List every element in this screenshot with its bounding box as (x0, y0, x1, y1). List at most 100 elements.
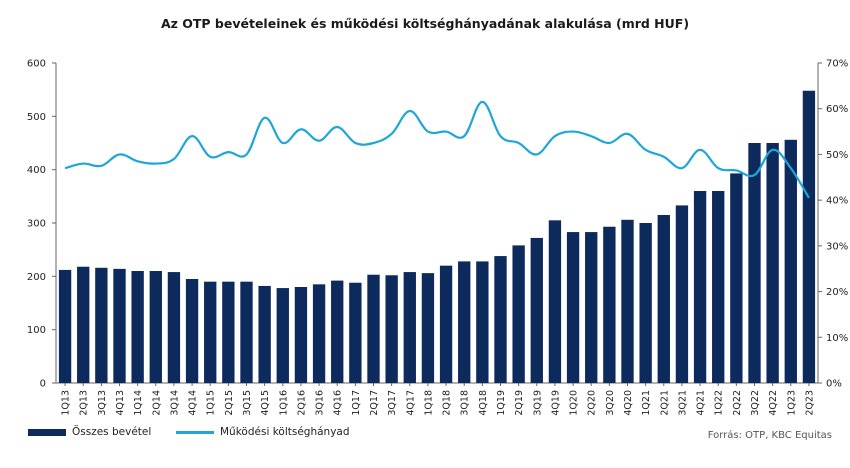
bar-3Q18 (458, 261, 471, 383)
x-tick-label-3Q13: 3Q13 (97, 390, 108, 416)
x-tick-label-2Q15: 2Q15 (224, 390, 235, 416)
x-tick-label-2Q20: 2Q20 (587, 390, 598, 416)
bar-3Q13 (95, 267, 108, 383)
x-tick-label-3Q17: 3Q17 (387, 390, 398, 416)
bar-2Q14 (149, 271, 162, 383)
y-tick-label-left: 500 (27, 112, 46, 123)
bar-1Q13 (58, 269, 72, 383)
y-tick-label-right: 40% (826, 196, 848, 207)
bar-2Q13 (77, 266, 90, 383)
bar-3Q14 (167, 272, 181, 383)
x-tick-label-4Q21: 4Q21 (696, 390, 707, 416)
x-tick-label-1Q18: 1Q18 (423, 390, 434, 416)
bar-2Q17 (367, 274, 380, 383)
x-tick-label-3Q20: 3Q20 (605, 390, 616, 416)
legend-label-line: Működési költséghányad (220, 426, 350, 438)
x-tick-label-1Q20: 1Q20 (569, 390, 580, 416)
y-tick-label-left: 600 (27, 59, 46, 70)
bar-1Q21 (639, 223, 652, 383)
x-tick-label-2Q14: 2Q14 (151, 390, 162, 416)
bar-3Q20 (603, 226, 616, 383)
x-tick-label-3Q22: 3Q22 (750, 390, 761, 416)
x-tick-label-1Q23: 1Q23 (786, 390, 797, 416)
bar-2Q22 (730, 173, 743, 383)
x-tick-label-4Q16: 4Q16 (333, 390, 344, 416)
bar-1Q14 (131, 271, 144, 383)
x-tick-label-1Q14: 1Q14 (133, 390, 144, 416)
legend-item-bars: Összes bevétel (28, 426, 151, 438)
x-tick-label-2Q22: 2Q22 (732, 390, 743, 416)
x-tick-label-2Q16: 2Q16 (296, 390, 307, 416)
y-tick-label-left: 400 (27, 165, 46, 176)
bar-3Q22 (748, 143, 761, 383)
y-tick-label-left: 100 (27, 325, 46, 336)
bar-2Q23 (802, 90, 816, 383)
x-tick-label-1Q15: 1Q15 (206, 390, 217, 416)
bar-2Q21 (657, 215, 670, 383)
x-tick-label-2Q21: 2Q21 (659, 390, 670, 416)
bar-3Q17 (385, 275, 398, 383)
bar-4Q13 (113, 268, 126, 383)
bar-3Q16 (312, 284, 326, 383)
legend-item-line: Működési költséghányad (176, 426, 350, 438)
x-tick-label-3Q15: 3Q15 (242, 390, 253, 416)
bar-1Q18 (421, 273, 435, 383)
bar-2Q18 (439, 265, 453, 383)
x-tick-label-4Q15: 4Q15 (260, 390, 271, 416)
x-tick-label-3Q19: 3Q19 (532, 390, 543, 416)
bar-1Q20 (566, 232, 580, 383)
y-tick-label-left: 0 (40, 379, 46, 390)
x-tick-label-2Q17: 2Q17 (369, 390, 380, 416)
x-tick-label-3Q16: 3Q16 (315, 390, 326, 416)
y-tick-label-right: 0% (826, 379, 842, 390)
y-tick-label-right: 10% (826, 333, 848, 344)
bar-2Q19 (512, 245, 525, 383)
bar-4Q16 (331, 280, 344, 383)
x-tick-label-1Q22: 1Q22 (714, 390, 725, 416)
bar-1Q19 (494, 256, 507, 383)
x-tick-label-4Q17: 4Q17 (405, 390, 416, 416)
x-tick-label-3Q14: 3Q14 (169, 390, 180, 416)
bar-3Q21 (675, 205, 689, 383)
y-tick-label-left: 300 (27, 219, 46, 230)
bar-1Q22 (712, 191, 725, 383)
bar-4Q17 (403, 272, 416, 383)
bar-1Q15 (204, 281, 217, 383)
x-tick-label-2Q13: 2Q13 (79, 390, 90, 416)
bar-4Q15 (258, 285, 271, 383)
legend-swatch-line (176, 430, 214, 434)
x-tick-label-4Q22: 4Q22 (768, 390, 779, 416)
bar-4Q19 (548, 220, 562, 383)
bar-4Q21 (693, 191, 707, 383)
y-tick-label-right: 70% (826, 59, 848, 70)
y-tick-label-right: 50% (826, 150, 848, 161)
bar-1Q23 (784, 139, 797, 383)
x-tick-label-4Q19: 4Q19 (550, 390, 561, 416)
x-tick-label-4Q14: 4Q14 (188, 390, 199, 416)
bar-4Q22 (766, 143, 779, 383)
x-tick-label-1Q13: 1Q13 (61, 390, 72, 416)
line-series-cost-ratio (64, 100, 810, 199)
y-tick-label-right: 20% (826, 287, 848, 298)
y-tick-label-right: 60% (826, 104, 848, 115)
chart-title: Az OTP bevételeinek és működési költségh… (160, 16, 690, 31)
bar-2Q15 (222, 281, 235, 383)
x-tick-label-3Q21: 3Q21 (677, 390, 688, 416)
x-tick-label-3Q18: 3Q18 (460, 390, 471, 416)
bar-4Q18 (476, 261, 489, 383)
legend-label-bars: Összes bevétel (72, 426, 152, 438)
bar-1Q16 (276, 288, 289, 383)
x-tick-label-1Q21: 1Q21 (641, 390, 652, 416)
x-tick-label-4Q13: 4Q13 (115, 390, 126, 416)
x-tick-label-1Q17: 1Q17 (351, 390, 362, 416)
source-note: Forrás: OTP, KBC Equitas (707, 430, 832, 441)
x-tick-label-2Q18: 2Q18 (442, 390, 453, 416)
x-tick-label-4Q20: 4Q20 (623, 390, 634, 416)
y-tick-label-left: 200 (27, 272, 46, 283)
bar-4Q20 (621, 219, 634, 383)
x-tick-label-1Q16: 1Q16 (278, 390, 289, 416)
x-tick-label-2Q19: 2Q19 (514, 390, 525, 416)
x-tick-label-2Q23: 2Q23 (804, 390, 815, 416)
bar-3Q15 (240, 281, 253, 383)
